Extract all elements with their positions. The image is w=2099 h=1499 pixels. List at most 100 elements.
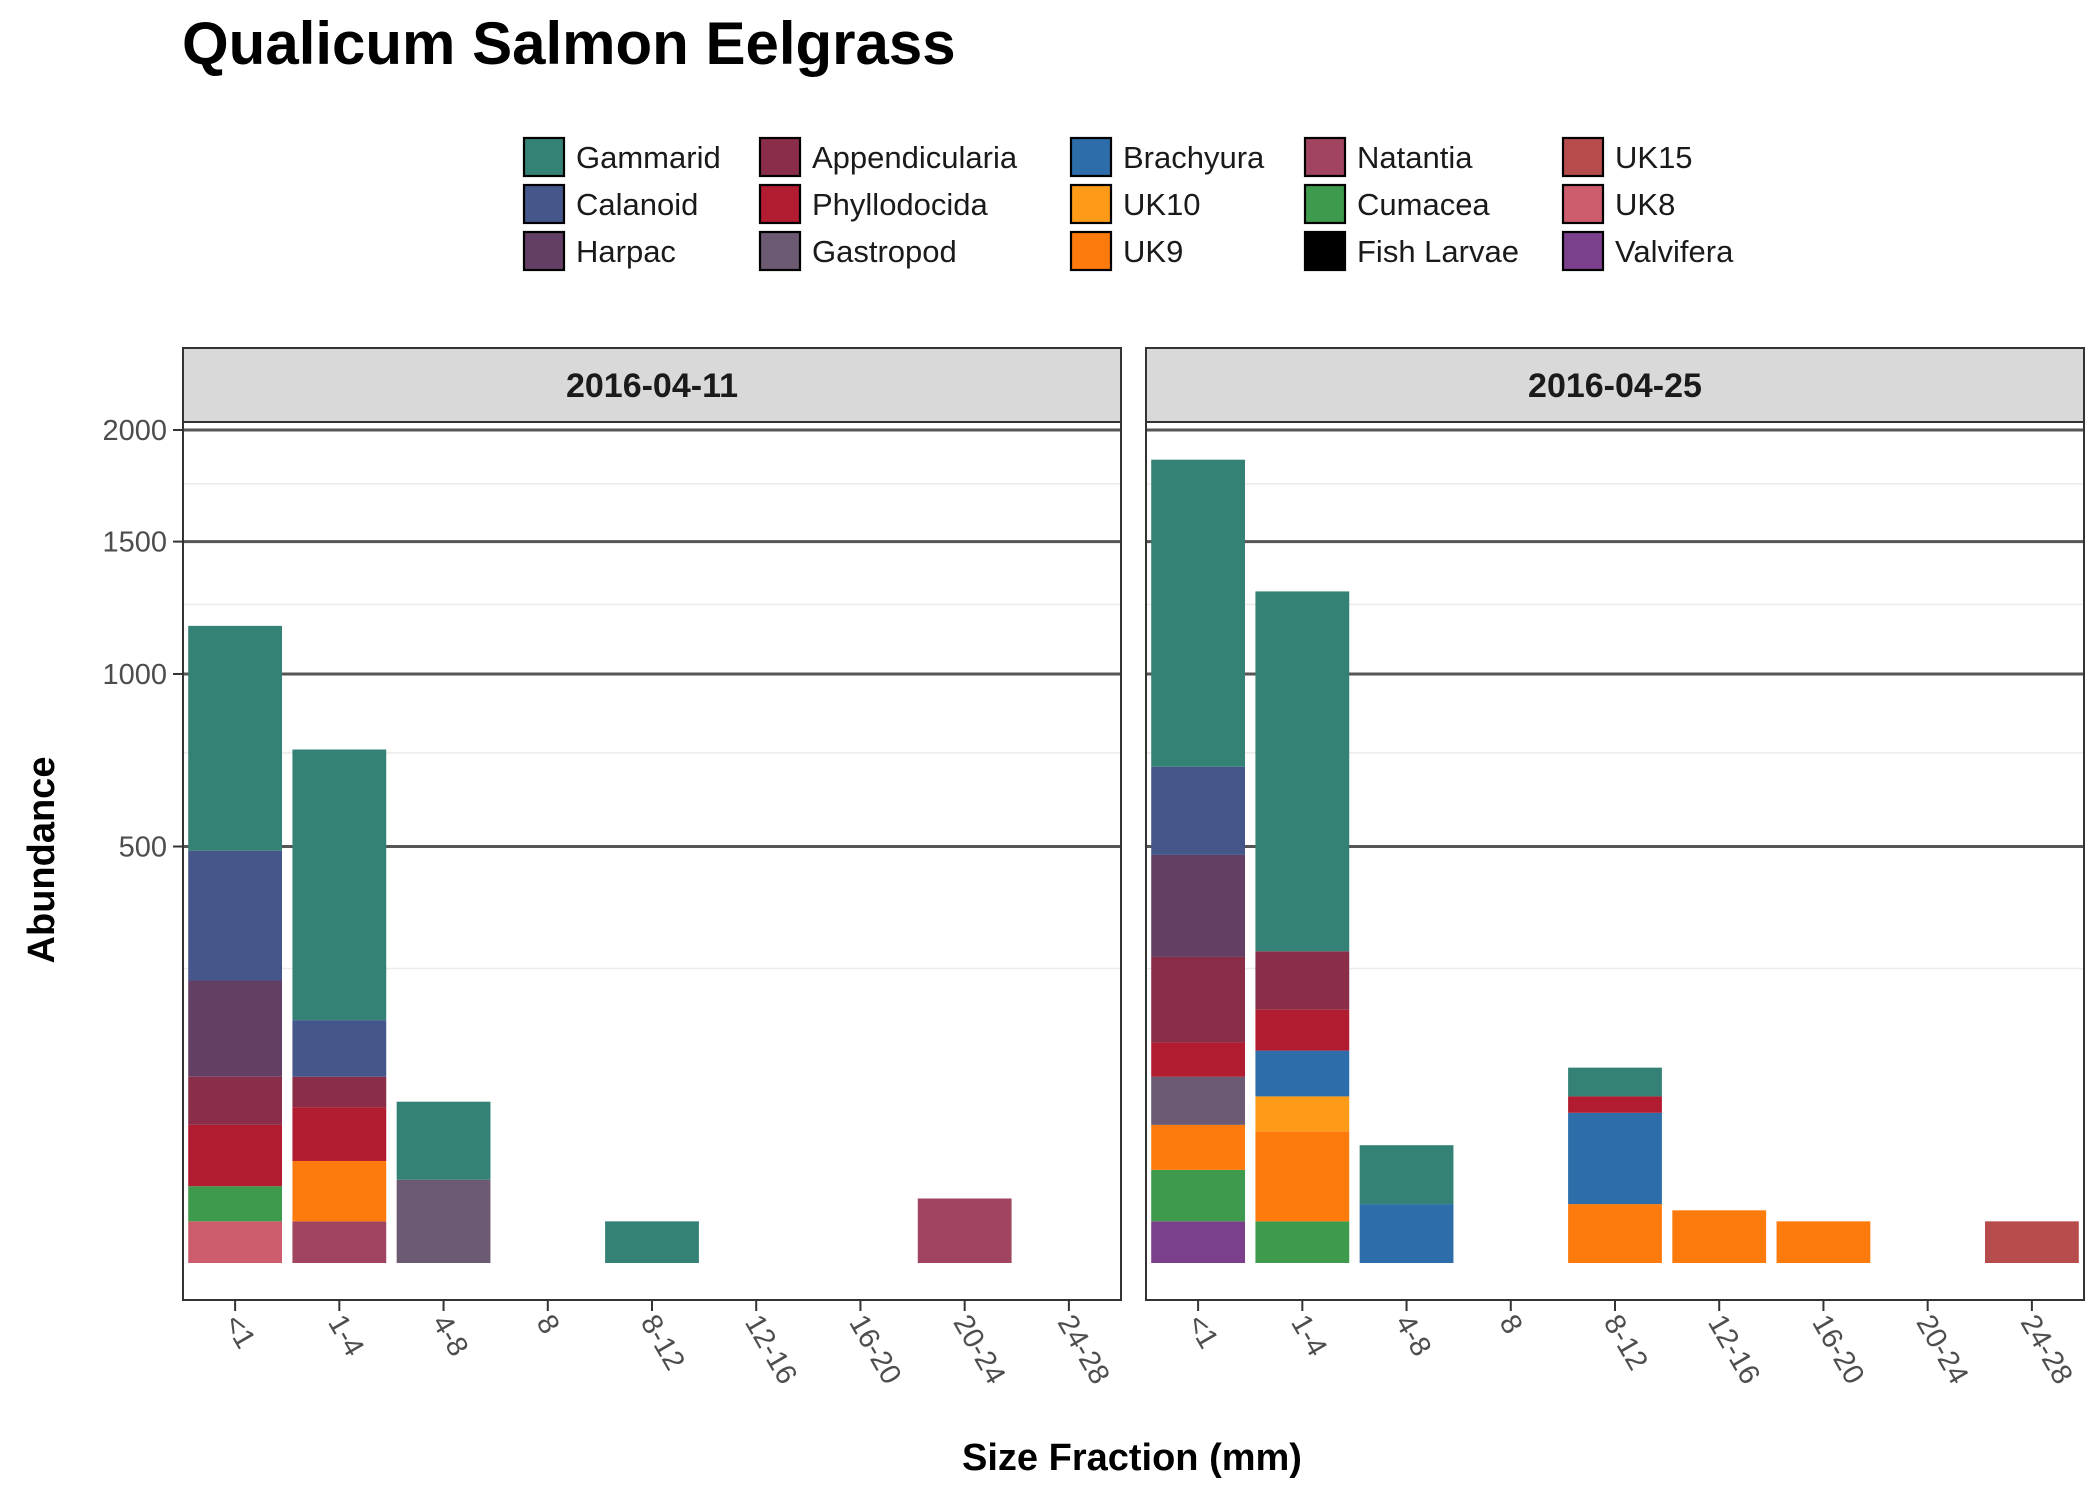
x-tick-label-1: <1 [1180,1310,1224,1355]
x-tick-label-8-12: 8-12 [634,1310,691,1376]
legend-label-uk9: UK9 [1123,234,1183,269]
bar-segment-uk9 [1776,1221,1871,1263]
y-axis-title: Abundance [21,757,63,964]
legend-label-appendicularia: Appendicularia [812,140,1018,175]
legend-item-uk8: UK8 [1561,183,1675,225]
y-tick-label: 2000 [102,415,167,447]
legend-key-valvifera [1561,230,1605,272]
x-tick-label-8-12: 8-12 [1597,1310,1654,1376]
bar-segment-uk9 [1151,1124,1246,1170]
panel-2016-04-25: 2016-04-25 <1 1-4 4-8 8 8-12 12-16 16-20 20-24 24… [1145,347,2085,1390]
legend-item-gammarid: Gammarid [522,136,721,178]
legend-key-harpac [522,230,566,272]
panel-strip [1145,347,2085,423]
legend-key-natantia [1303,136,1347,178]
bar-segment-uk8 [188,1221,283,1263]
bar-segment-gastropod [1151,1076,1246,1125]
legend-key-uk15 [1561,136,1605,178]
x-tick-label-8: 8 [530,1310,566,1340]
bar-segment-cumacea [188,1186,283,1222]
bar-segment-phyllodocida [188,1124,283,1187]
legend-key-gammarid [522,136,566,178]
legend-item-uk10: UK10 [1069,183,1201,225]
bar-stack-4-8 [396,1101,491,1263]
legend-label-valvifera: Valvifera [1615,234,1734,269]
panel-strip-label: 2016-04-25 [1528,367,1702,405]
x-tick-label-20-24: 20-24 [1910,1310,1975,1390]
legend-item-gastropod: Gastropod [758,230,957,272]
legend-item-valvifera: Valvifera [1561,230,1734,272]
bar-segment-phyllodocida [292,1107,387,1161]
x-tick-label-12-16: 12-16 [738,1310,803,1390]
bar-segment-appendicularia [292,1076,387,1108]
bar-stack-1 [188,625,283,1263]
bar-stack-16-20 [1776,1221,1871,1263]
bar-segment-brachyura [1255,1050,1350,1097]
bar-stack-24-28 [1984,1221,2079,1263]
bar-segment-uk9 [1255,1131,1350,1222]
bar-segment-appendicularia [1255,951,1350,1010]
chart-title: Qualicum Salmon Eelgrass [182,10,956,77]
panel-2016-04-11: 2016-04-11 <1 1-4 4-8 8 8-12 12-16 16-20 20-24 24… [102,347,1122,1390]
y-tick-label: 1000 [102,659,167,691]
x-tick-label-1-4: 1-4 [321,1310,370,1362]
legend-key-calanoid [522,183,566,225]
legend-key-gastropod [758,230,802,272]
bar-segment-uk9 [1672,1210,1767,1263]
bar-segment-gammarid [1151,459,1246,767]
bar-segment-gammarid [605,1221,699,1263]
x-tick-label-20-24: 20-24 [947,1310,1012,1390]
legend-label-uk10: UK10 [1123,187,1201,222]
legend-label-cumacea: Cumacea [1357,187,1490,222]
legend-key-cumacea [1303,183,1347,225]
bar-segment-gammarid [188,625,283,851]
bar-segment-appendicularia [1151,956,1246,1043]
bar-segment-brachyura [1359,1204,1454,1263]
legend-key-uk10 [1069,183,1113,225]
legend-label-brachyura: Brachyura [1123,140,1265,175]
bar-segment-phyllodocida [1568,1096,1662,1113]
bar-stack-8-12 [605,1221,699,1263]
legend-key-uk9 [1069,230,1113,272]
x-tick-label-1-4: 1-4 [1284,1310,1333,1362]
legend-label-uk8: UK8 [1615,187,1675,222]
legend-label-gastropod: Gastropod [812,234,957,269]
bar-segment-phyllodocida [1255,1009,1350,1051]
legend-item-brachyura: Brachyura [1069,136,1265,178]
x-tick-label-4-8: 4-8 [1388,1310,1437,1362]
legend-item-cumacea: Cumacea [1303,183,1490,225]
legend-label-calanoid: Calanoid [576,187,698,222]
x-axis-title: Size Fraction (mm) [962,1437,1302,1479]
legend-item-fish-larvae: Fish Larvae [1303,230,1519,272]
bar-segment-uk10 [1255,1096,1350,1132]
bar-segment-gammarid [292,749,387,1021]
legend-label-gammarid: Gammarid [576,140,721,175]
x-tick-label-16-20: 16-20 [1805,1310,1870,1390]
legend: Gammarid Calanoid Harpac Appendicularia Phyl… [522,136,1734,272]
legend-item-appendicularia: Appendicularia [758,136,1018,178]
bar-segment-natantia [917,1198,1012,1263]
bar-segment-gastropod [396,1179,491,1263]
bar-segment-uk9 [292,1160,387,1222]
bar-stack-1 [1151,459,1246,1263]
bar-segment-valvifera [1151,1221,1246,1263]
legend-label-phyllodocida: Phyllodocida [812,187,989,222]
legend-label-natantia: Natantia [1357,140,1473,175]
bar-segment-phyllodocida [1151,1042,1246,1077]
legend-key-fish-larvae [1303,230,1347,272]
bar-stack-8-12 [1568,1067,1662,1263]
legend-key-uk8 [1561,183,1605,225]
bar-stack-1-4 [1255,591,1350,1263]
bar-segment-calanoid [292,1020,387,1077]
legend-item-uk9: UK9 [1069,230,1183,272]
y-tick-label: 500 [119,832,167,864]
panel-strip-label: 2016-04-11 [566,367,738,405]
panel-strip [182,347,1122,423]
x-tick-label-12-16: 12-16 [1701,1310,1766,1390]
bar-segment-uk9 [1568,1204,1662,1263]
bar-segment-calanoid [1151,766,1246,855]
panels: 2016-04-11 <1 1-4 4-8 8 8-12 12-16 16-20 20-24 24… [102,347,2085,1390]
bar-segment-brachyura [1568,1112,1662,1205]
bar-segment-gammarid [1568,1067,1662,1097]
legend-item-calanoid: Calanoid [522,183,698,225]
